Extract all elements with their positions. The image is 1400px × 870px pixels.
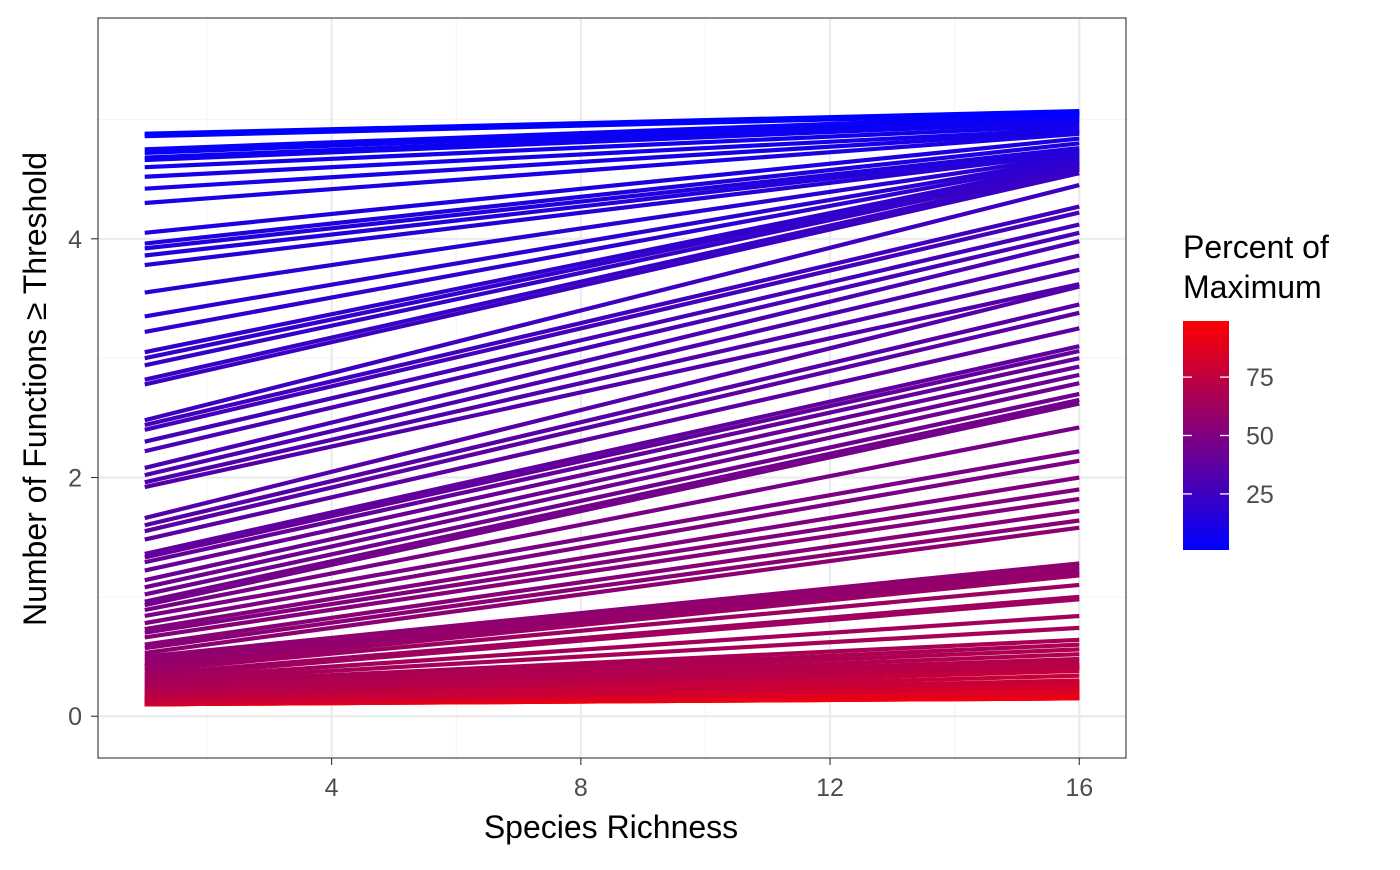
series-line-22-percent — [144, 165, 1080, 368]
series-line-9-percent — [144, 126, 1080, 179]
series-line-60-percent — [144, 573, 1080, 671]
series-line-13-percent — [144, 141, 1080, 246]
series-line-48-percent — [144, 449, 1080, 619]
series-line-31-percent — [144, 253, 1080, 478]
series-line-30-percent — [144, 239, 1080, 471]
series-line-67-percent — [144, 642, 1080, 689]
series-line-14-percent — [144, 146, 1080, 251]
series-line-19-percent — [144, 157, 1080, 334]
x-tick-label: 16 — [1065, 774, 1093, 802]
legend: Percent of Maximum 25 50 75 — [1183, 229, 1329, 550]
series-line-16-percent — [144, 150, 1080, 268]
series-line-33-percent — [144, 282, 1080, 490]
series-line-36-percent — [144, 310, 1080, 534]
x-tick-label: 4 — [325, 774, 339, 802]
series-line-51-percent — [144, 487, 1080, 635]
y-tick-label: 0 — [68, 703, 82, 731]
series-line-10-percent — [144, 129, 1080, 191]
legend-tick-label: 25 — [1246, 481, 1274, 509]
x-axis: 4 8 12 16 — [325, 758, 1093, 802]
series-line-6-percent — [144, 117, 1080, 160]
legend-ticks: 25 50 75 — [1183, 364, 1274, 509]
series-line-12-percent — [144, 136, 1080, 235]
y-tick-label: 4 — [68, 226, 82, 254]
series-line-55-percent — [144, 525, 1080, 656]
series-line-34-percent — [144, 284, 1080, 521]
series-line-44-percent — [144, 391, 1080, 597]
series-line-7-percent — [144, 119, 1080, 163]
series-line-61-percent — [144, 582, 1080, 673]
legend-tick-label: 50 — [1246, 423, 1274, 451]
series-line-38-percent — [144, 344, 1080, 556]
y-axis-title: Number of Functions ≥ Threshold — [17, 152, 53, 626]
series-line-28-percent — [144, 222, 1080, 444]
x-axis-title: Species Richness — [484, 809, 738, 845]
series-line-1-percent — [144, 108, 1080, 136]
legend-tick-label: 75 — [1246, 364, 1274, 392]
series-line-64-percent — [144, 613, 1080, 682]
x-tick-label: 12 — [816, 774, 844, 802]
series-line-42-percent — [144, 372, 1080, 583]
y-axis: 0 2 4 — [68, 226, 98, 731]
series-line-24-percent — [144, 171, 1080, 387]
series-line-65-percent — [144, 625, 1080, 684]
series-line-4-percent — [144, 112, 1080, 152]
series-line-46-percent — [144, 401, 1080, 608]
series-line-56-percent — [144, 561, 1080, 659]
series-line-5-percent — [144, 114, 1080, 155]
series-line-57-percent — [144, 564, 1080, 663]
series-line-43-percent — [144, 381, 1080, 590]
series-line-20-percent — [144, 160, 1080, 355]
series-line-45-percent — [144, 397, 1080, 604]
series-line-23-percent — [144, 167, 1080, 382]
series-line-49-percent — [144, 458, 1080, 626]
legend-title-line-2: Maximum — [1183, 269, 1322, 305]
series-line-47-percent — [144, 425, 1080, 613]
series-line-26-percent — [144, 204, 1080, 428]
series-line-63-percent — [144, 597, 1080, 679]
series-line-29-percent — [144, 230, 1080, 454]
series-line-41-percent — [144, 364, 1080, 573]
legend-title-line-1: Percent of — [1183, 229, 1329, 265]
series-line-69-percent — [144, 652, 1080, 693]
series-line-21-percent — [144, 162, 1080, 361]
series-line-35-percent — [144, 302, 1080, 528]
series-line-11-percent — [144, 131, 1080, 206]
series-line-62-percent — [144, 594, 1080, 677]
series-line-66-percent — [144, 637, 1080, 687]
series-line-18-percent — [144, 155, 1080, 319]
series-line-71-percent — [144, 660, 1080, 696]
series-line-52-percent — [144, 496, 1080, 640]
series-line-8-percent — [144, 123, 1080, 170]
series-lines — [144, 108, 1080, 707]
panel-border — [97, 17, 1127, 759]
series-line-37-percent — [144, 326, 1080, 542]
series-line-17-percent — [144, 153, 1080, 295]
series-line-39-percent — [144, 348, 1080, 560]
series-line-50-percent — [144, 475, 1080, 632]
series-line-40-percent — [144, 356, 1080, 565]
series-line-59-percent — [144, 570, 1080, 669]
series-line-25-percent — [144, 183, 1080, 423]
series-line-58-percent — [144, 568, 1080, 666]
series-line-53-percent — [144, 508, 1080, 647]
series-line-32-percent — [144, 267, 1080, 485]
series-line-15-percent — [144, 148, 1080, 258]
y-tick-label: 2 — [68, 465, 82, 493]
x-tick-label: 8 — [574, 774, 588, 802]
series-line-27-percent — [144, 210, 1080, 432]
series-line-54-percent — [144, 518, 1080, 651]
